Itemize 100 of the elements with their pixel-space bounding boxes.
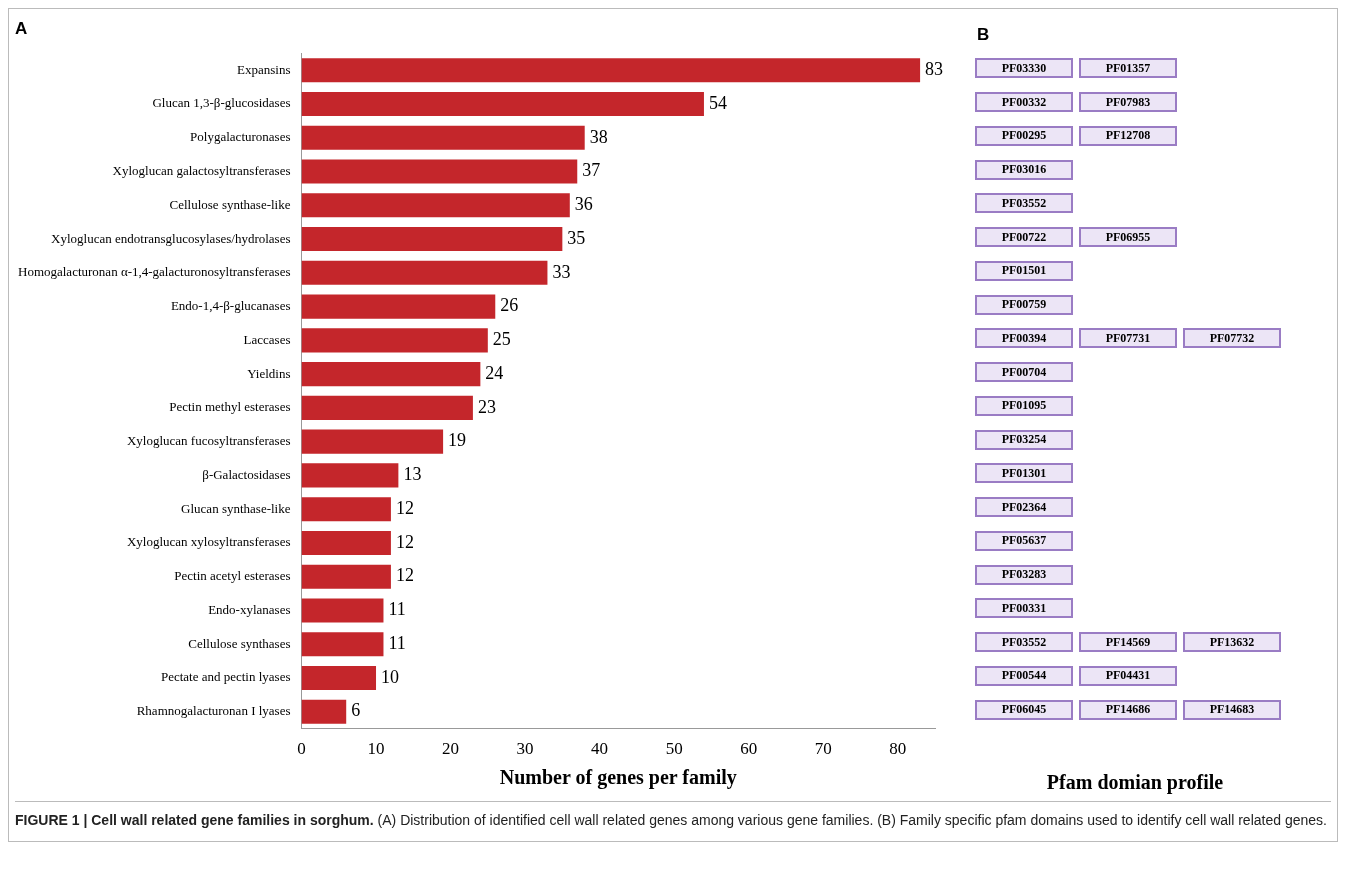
y-tick-label: β-Galactosidases	[202, 466, 291, 482]
data-label: 24	[485, 362, 504, 383]
x-tick-label: 0	[297, 739, 306, 759]
y-tick-label: Glucan 1,3-β-glucosidases	[152, 95, 291, 111]
data-label: 11	[388, 632, 406, 653]
data-label: 83	[925, 59, 944, 80]
bar	[301, 598, 384, 623]
x-tick-label: 50	[665, 739, 683, 759]
text: PF04431	[1105, 668, 1151, 683]
text: (B) Family specific pfam domains used to identify cell wall related genes.	[877, 812, 1327, 828]
text: PF00295	[1001, 128, 1047, 143]
data-label: 33	[552, 261, 571, 282]
text: PF02364	[1001, 499, 1047, 514]
y-tick-label: Glucan synthase-like	[181, 500, 291, 516]
y-tick-label: Cellulose synthases	[188, 635, 291, 651]
text: PF00331	[1001, 600, 1047, 615]
y-tick-label: Expansins	[237, 61, 291, 77]
text: PF07732	[1209, 330, 1255, 345]
y-tick-label: Xyloglucan galactosyltransferases	[112, 162, 291, 178]
bar	[301, 564, 391, 589]
bar	[301, 260, 548, 285]
bar	[301, 665, 377, 690]
data-label: 12	[395, 497, 414, 518]
text: PF07731	[1105, 330, 1151, 345]
y-tick-label: Xyloglucan xylosyltransferases	[126, 534, 291, 550]
text: PF03283	[1001, 567, 1047, 582]
bar	[301, 463, 399, 488]
bar	[301, 58, 921, 83]
y-tick-label: Yieldins	[247, 365, 291, 381]
y-tick-label: Polygalacturonases	[190, 129, 291, 145]
data-label: 23	[477, 396, 496, 417]
text: PF00332	[1001, 94, 1047, 109]
text: B	[977, 25, 990, 45]
data-label: 11	[388, 599, 406, 620]
x-tick-label: 70	[814, 739, 832, 759]
bar	[301, 699, 347, 724]
text: PF06045	[1001, 702, 1047, 717]
y-tick-label: Xyloglucan fucosyltransferases	[126, 433, 291, 449]
text: PF12708	[1105, 128, 1151, 143]
x-tick-label: 30	[516, 739, 534, 759]
text: PF01501	[1001, 263, 1047, 278]
text: PF01357	[1105, 60, 1151, 75]
text: PF00394	[1001, 330, 1047, 345]
data-label: 26	[500, 295, 519, 316]
bar	[301, 294, 496, 319]
data-label: 37	[582, 160, 601, 181]
text: PF00759	[1001, 297, 1047, 312]
data-label: 12	[395, 565, 414, 586]
text: PF05637	[1001, 533, 1047, 548]
y-tick-label: Endo-xylanases	[208, 601, 291, 617]
data-label: 12	[395, 531, 414, 552]
y-tick-label: Laccases	[243, 331, 291, 347]
text: PF06955	[1105, 229, 1151, 244]
bar	[301, 362, 481, 387]
caption: FIGURE 1 | Cell wall related gene families in sorghum.	[15, 812, 375, 828]
y-tick-label: Pectin acetyl esterases	[174, 568, 291, 584]
text: PF03254	[1001, 432, 1047, 447]
bar	[301, 193, 570, 218]
bar	[301, 395, 473, 420]
x-axis-title: Number of genes per family	[499, 766, 737, 790]
y-tick-label: Endo-1,4-β-glucanases	[170, 298, 291, 314]
text: Pfam domian profile	[1045, 771, 1225, 794]
data-label: 35	[567, 227, 586, 248]
text: PF01301	[1001, 465, 1047, 480]
bar	[301, 159, 578, 184]
y-tick-label: Homogalacturonan α-1,4-galacturonosyltransferases	[17, 264, 291, 280]
text: PF01095	[1001, 398, 1047, 413]
data-label: 13	[403, 464, 422, 485]
data-label: 19	[448, 430, 467, 451]
y-tick-label: Xyloglucan endotransglucosylases/hydrolases	[51, 230, 291, 246]
bar	[301, 328, 488, 353]
text: PF14683	[1209, 702, 1255, 717]
data-label: 6	[351, 700, 361, 721]
text: A	[15, 18, 28, 38]
text: PF03016	[1001, 162, 1047, 177]
data-label: 25	[492, 329, 511, 350]
text: PF00722	[1001, 229, 1047, 244]
text: (A) Distribution of identified cell wall related genes among various gene families.	[377, 812, 875, 828]
x-tick-label: 40	[591, 739, 609, 759]
y-tick-label: Pectin methyl esterases	[169, 399, 291, 415]
data-label: 38	[589, 126, 608, 147]
bar	[301, 429, 444, 454]
y-tick-label: Pectate and pectin lyases	[160, 669, 291, 685]
text: PF00704	[1001, 364, 1047, 379]
x-tick-label: 60	[740, 739, 758, 759]
bar	[301, 497, 391, 522]
y-tick-label: Cellulose synthase-like	[169, 196, 291, 212]
text: PF14686	[1105, 702, 1151, 717]
x-tick-label: 80	[889, 739, 907, 759]
text: PF00544	[1001, 668, 1047, 683]
bar	[301, 92, 704, 117]
text: PF03552	[1001, 634, 1047, 649]
text: PF13632	[1209, 634, 1255, 649]
data-label: 54	[708, 92, 727, 113]
bar	[301, 125, 585, 150]
bar	[301, 530, 391, 555]
text: PF07983	[1105, 94, 1151, 109]
text: PF03330	[1001, 60, 1047, 75]
data-label: 10	[381, 666, 400, 687]
bar	[301, 227, 563, 252]
